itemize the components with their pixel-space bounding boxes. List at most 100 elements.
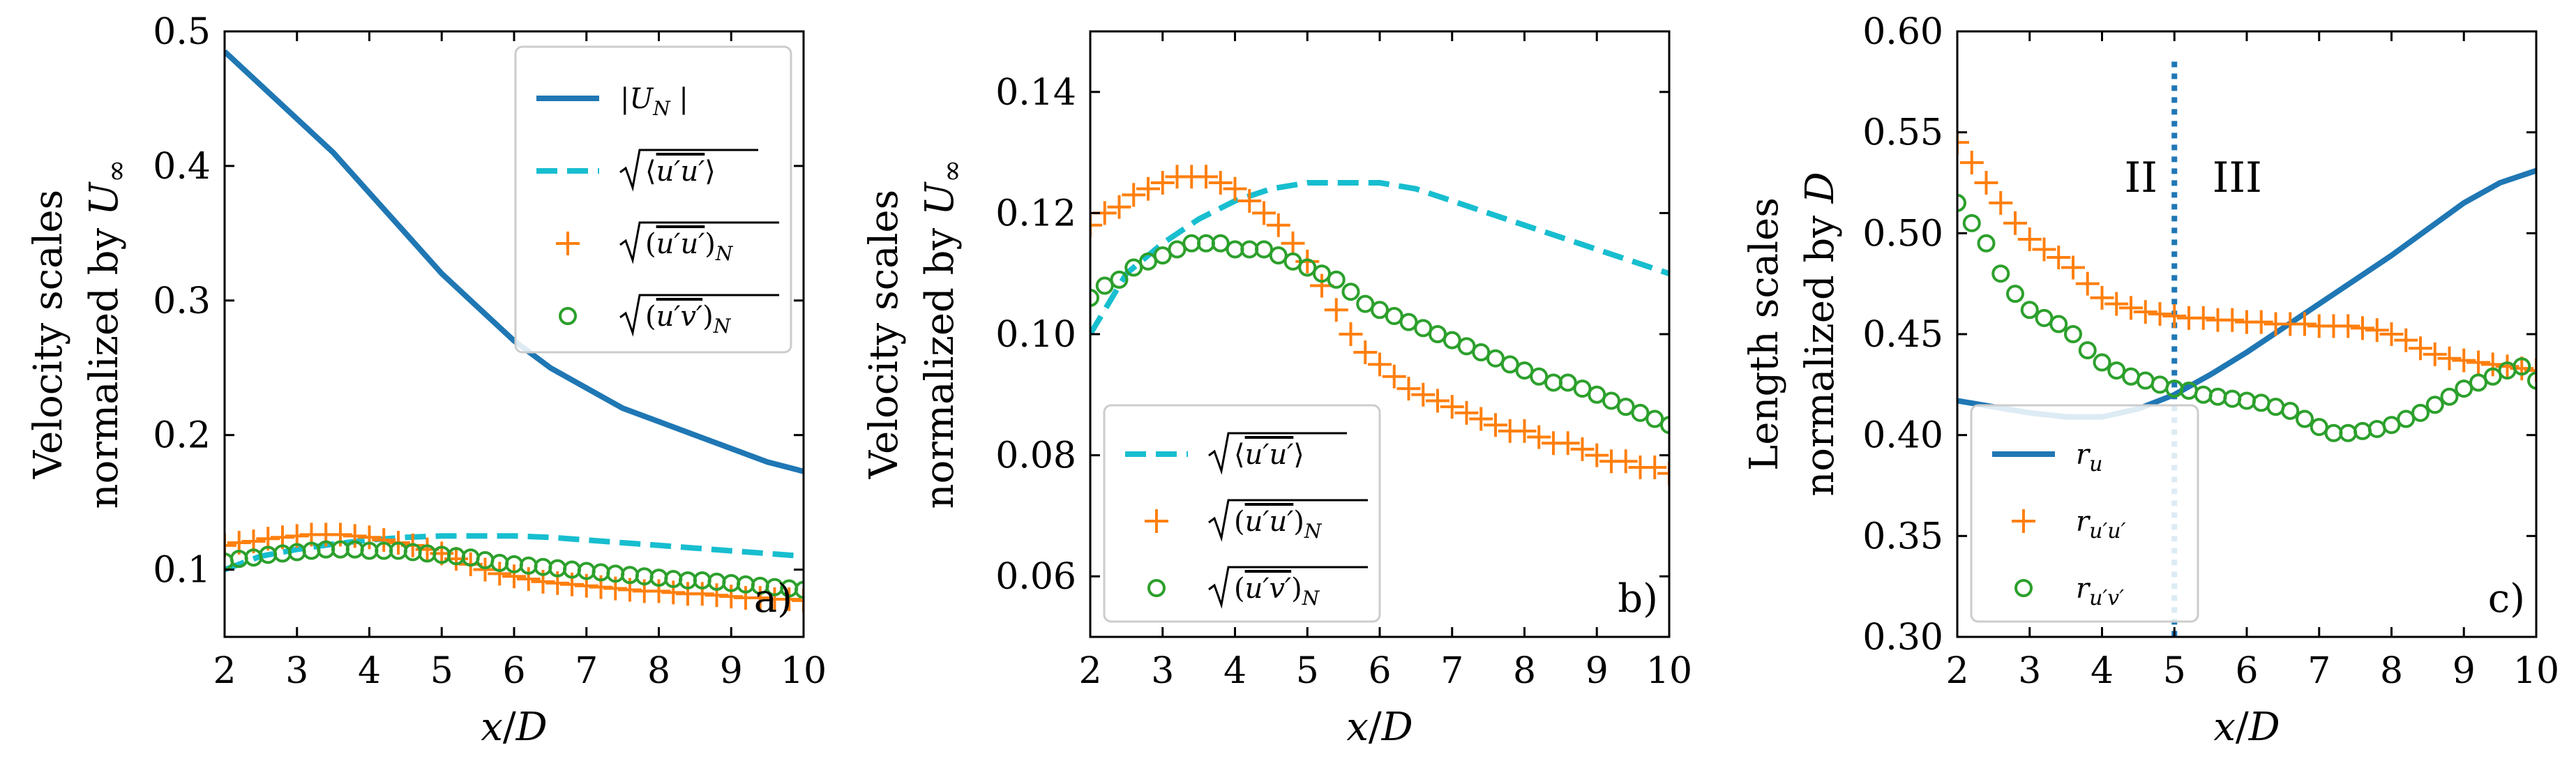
- legend-handle-uu_N: [1145, 509, 1168, 533]
- legend-label-UN: |UN |: [620, 83, 688, 120]
- series-point-uu_N: [1657, 461, 1669, 486]
- series-point-uv_N: [1341, 283, 1360, 301]
- series-point-ruv: [2078, 341, 2097, 360]
- legend-handle-ruu: [2012, 509, 2035, 533]
- series-point-uu_N: [1469, 407, 1493, 431]
- y-tick-label: 0.40: [1862, 415, 1943, 457]
- series-point-ruv: [2151, 375, 2169, 394]
- x-tick-label: 3: [2018, 650, 2041, 692]
- series-point-uv_N: [1139, 252, 1157, 271]
- x-tick-label: 5: [1296, 650, 1319, 692]
- series-point-uu_N: [1353, 340, 1378, 365]
- series-point-uu_N: [1136, 176, 1160, 201]
- legend-box: [1970, 404, 2199, 623]
- series-point-ruv: [2483, 367, 2502, 386]
- series-point-ruu: [1989, 190, 2013, 215]
- y-tick-label: 0.12: [995, 193, 1076, 234]
- series-point-uu_N: [1512, 419, 1537, 443]
- plot-area: [225, 49, 804, 612]
- series-point-uu_N: [1613, 449, 1638, 474]
- series-point-uv_N: [1457, 337, 1476, 356]
- series-point-uu_N: [372, 528, 396, 552]
- series-point-ruv: [2252, 393, 2270, 412]
- series-point-uv_N: [1124, 258, 1143, 277]
- series-point-ruu: [2148, 302, 2172, 326]
- series-point-ruu: [2379, 322, 2404, 346]
- series-point-uu_N: [1527, 425, 1551, 449]
- x-tick-label: 3: [1151, 650, 1174, 692]
- x-tick-label: 7: [2307, 650, 2330, 692]
- radical-icon: [1208, 566, 1368, 609]
- series-point-ruv: [2353, 421, 2372, 440]
- series-point-ruv: [2339, 423, 2358, 442]
- series-point-ruu: [2452, 348, 2476, 373]
- series-line-UN: [225, 49, 804, 474]
- series-point-uv_N: [1298, 258, 1317, 277]
- series-point-uv_N: [1095, 276, 1114, 295]
- y-axis-label-line1: Velocity scales: [26, 190, 71, 480]
- series-point-ruv: [2208, 387, 2227, 406]
- series-point-ruv: [2425, 396, 2444, 414]
- series-point-ruu: [2336, 314, 2360, 338]
- series-point-uv_N: [1660, 416, 1669, 435]
- series-point-uv_N: [1558, 373, 1577, 392]
- series-point-ruu: [2437, 346, 2462, 370]
- series-point-uu_N: [1237, 189, 1262, 213]
- series-point-uv_N: [1197, 234, 1215, 253]
- legend-handle-uv_N: [1147, 579, 1166, 597]
- series-point-uu_N: [1266, 213, 1290, 237]
- panel-letter: c): [2488, 576, 2525, 622]
- series-point-ruv: [2006, 285, 2024, 303]
- series-point-ruu: [1974, 171, 1998, 195]
- series-point-ruv: [2035, 308, 2054, 327]
- series-point-ruu: [2133, 300, 2157, 324]
- y-axis-label-line2: normalized by U∞: [917, 160, 968, 509]
- series-point-uv_N: [1573, 379, 1592, 398]
- x-tick-label: 10: [1646, 650, 1692, 692]
- series-point-uu_N: [1556, 431, 1580, 456]
- series-point-ruu: [2365, 318, 2389, 343]
- series-point-ruv: [2367, 419, 2386, 438]
- y-tick-label: 0.55: [1862, 112, 1943, 154]
- y-tick-label: 0.08: [995, 435, 1076, 477]
- series-point-uv_N: [1616, 398, 1635, 416]
- series-point-uu_N: [1440, 395, 1464, 419]
- series-point-uv_N: [1429, 325, 1447, 343]
- legend-label-uv_N: (u′v′)N: [645, 301, 732, 338]
- series-line-uu_avg: [225, 533, 804, 573]
- series-point-uu_N: [1107, 195, 1131, 219]
- series-point-uv_N: [1090, 288, 1099, 307]
- series-point-ruv: [2440, 387, 2459, 406]
- series-point-uv_N: [1110, 270, 1129, 289]
- series-point-ruv: [2281, 401, 2300, 420]
- series-point-uu_N: [1281, 231, 1305, 255]
- y-axis-label-line2: normalized by D: [1798, 172, 1843, 496]
- region-label-right: III: [2213, 153, 2262, 202]
- x-tick-label: 5: [430, 650, 453, 692]
- series-point-uv_N: [1443, 331, 1461, 349]
- series-point-ruu: [1957, 130, 1969, 155]
- radical-icon: [1208, 499, 1368, 542]
- series-point-ruv: [2397, 409, 2416, 428]
- series-point-uv_N: [1327, 270, 1346, 289]
- panel-letter: a): [754, 576, 792, 622]
- x-tick-label: 6: [1368, 650, 1391, 692]
- series-point-ruu: [2249, 310, 2273, 334]
- panel-c-chart: 2 3 4 5 6 7 8 9 10 0.30 0.35 0.40 0.45 0.50 0.55 0.60 x/…: [1742, 11, 2559, 750]
- series-point-uu_N: [473, 557, 497, 582]
- series-point-ruu: [2075, 271, 2100, 296]
- series-point-ruu: [2162, 303, 2187, 328]
- series-point-uv_N: [1544, 373, 1562, 392]
- series-point-uv_N: [1645, 409, 1664, 428]
- series-point-uv_N: [1515, 361, 1534, 380]
- series-point-ruu: [2423, 342, 2447, 366]
- series-point-uv_N: [1500, 355, 1519, 374]
- series-point-uu_N: [1208, 171, 1233, 195]
- series-point-uv_N: [1371, 301, 1389, 319]
- legend-label-ruu: ru′u′: [2076, 506, 2126, 543]
- radical-icon: [1208, 432, 1347, 475]
- series-point-ruv: [2513, 357, 2531, 376]
- series-point-ruv: [2310, 418, 2328, 437]
- x-tick-label: 8: [2380, 650, 2403, 692]
- series-point-ruu: [2017, 227, 2042, 252]
